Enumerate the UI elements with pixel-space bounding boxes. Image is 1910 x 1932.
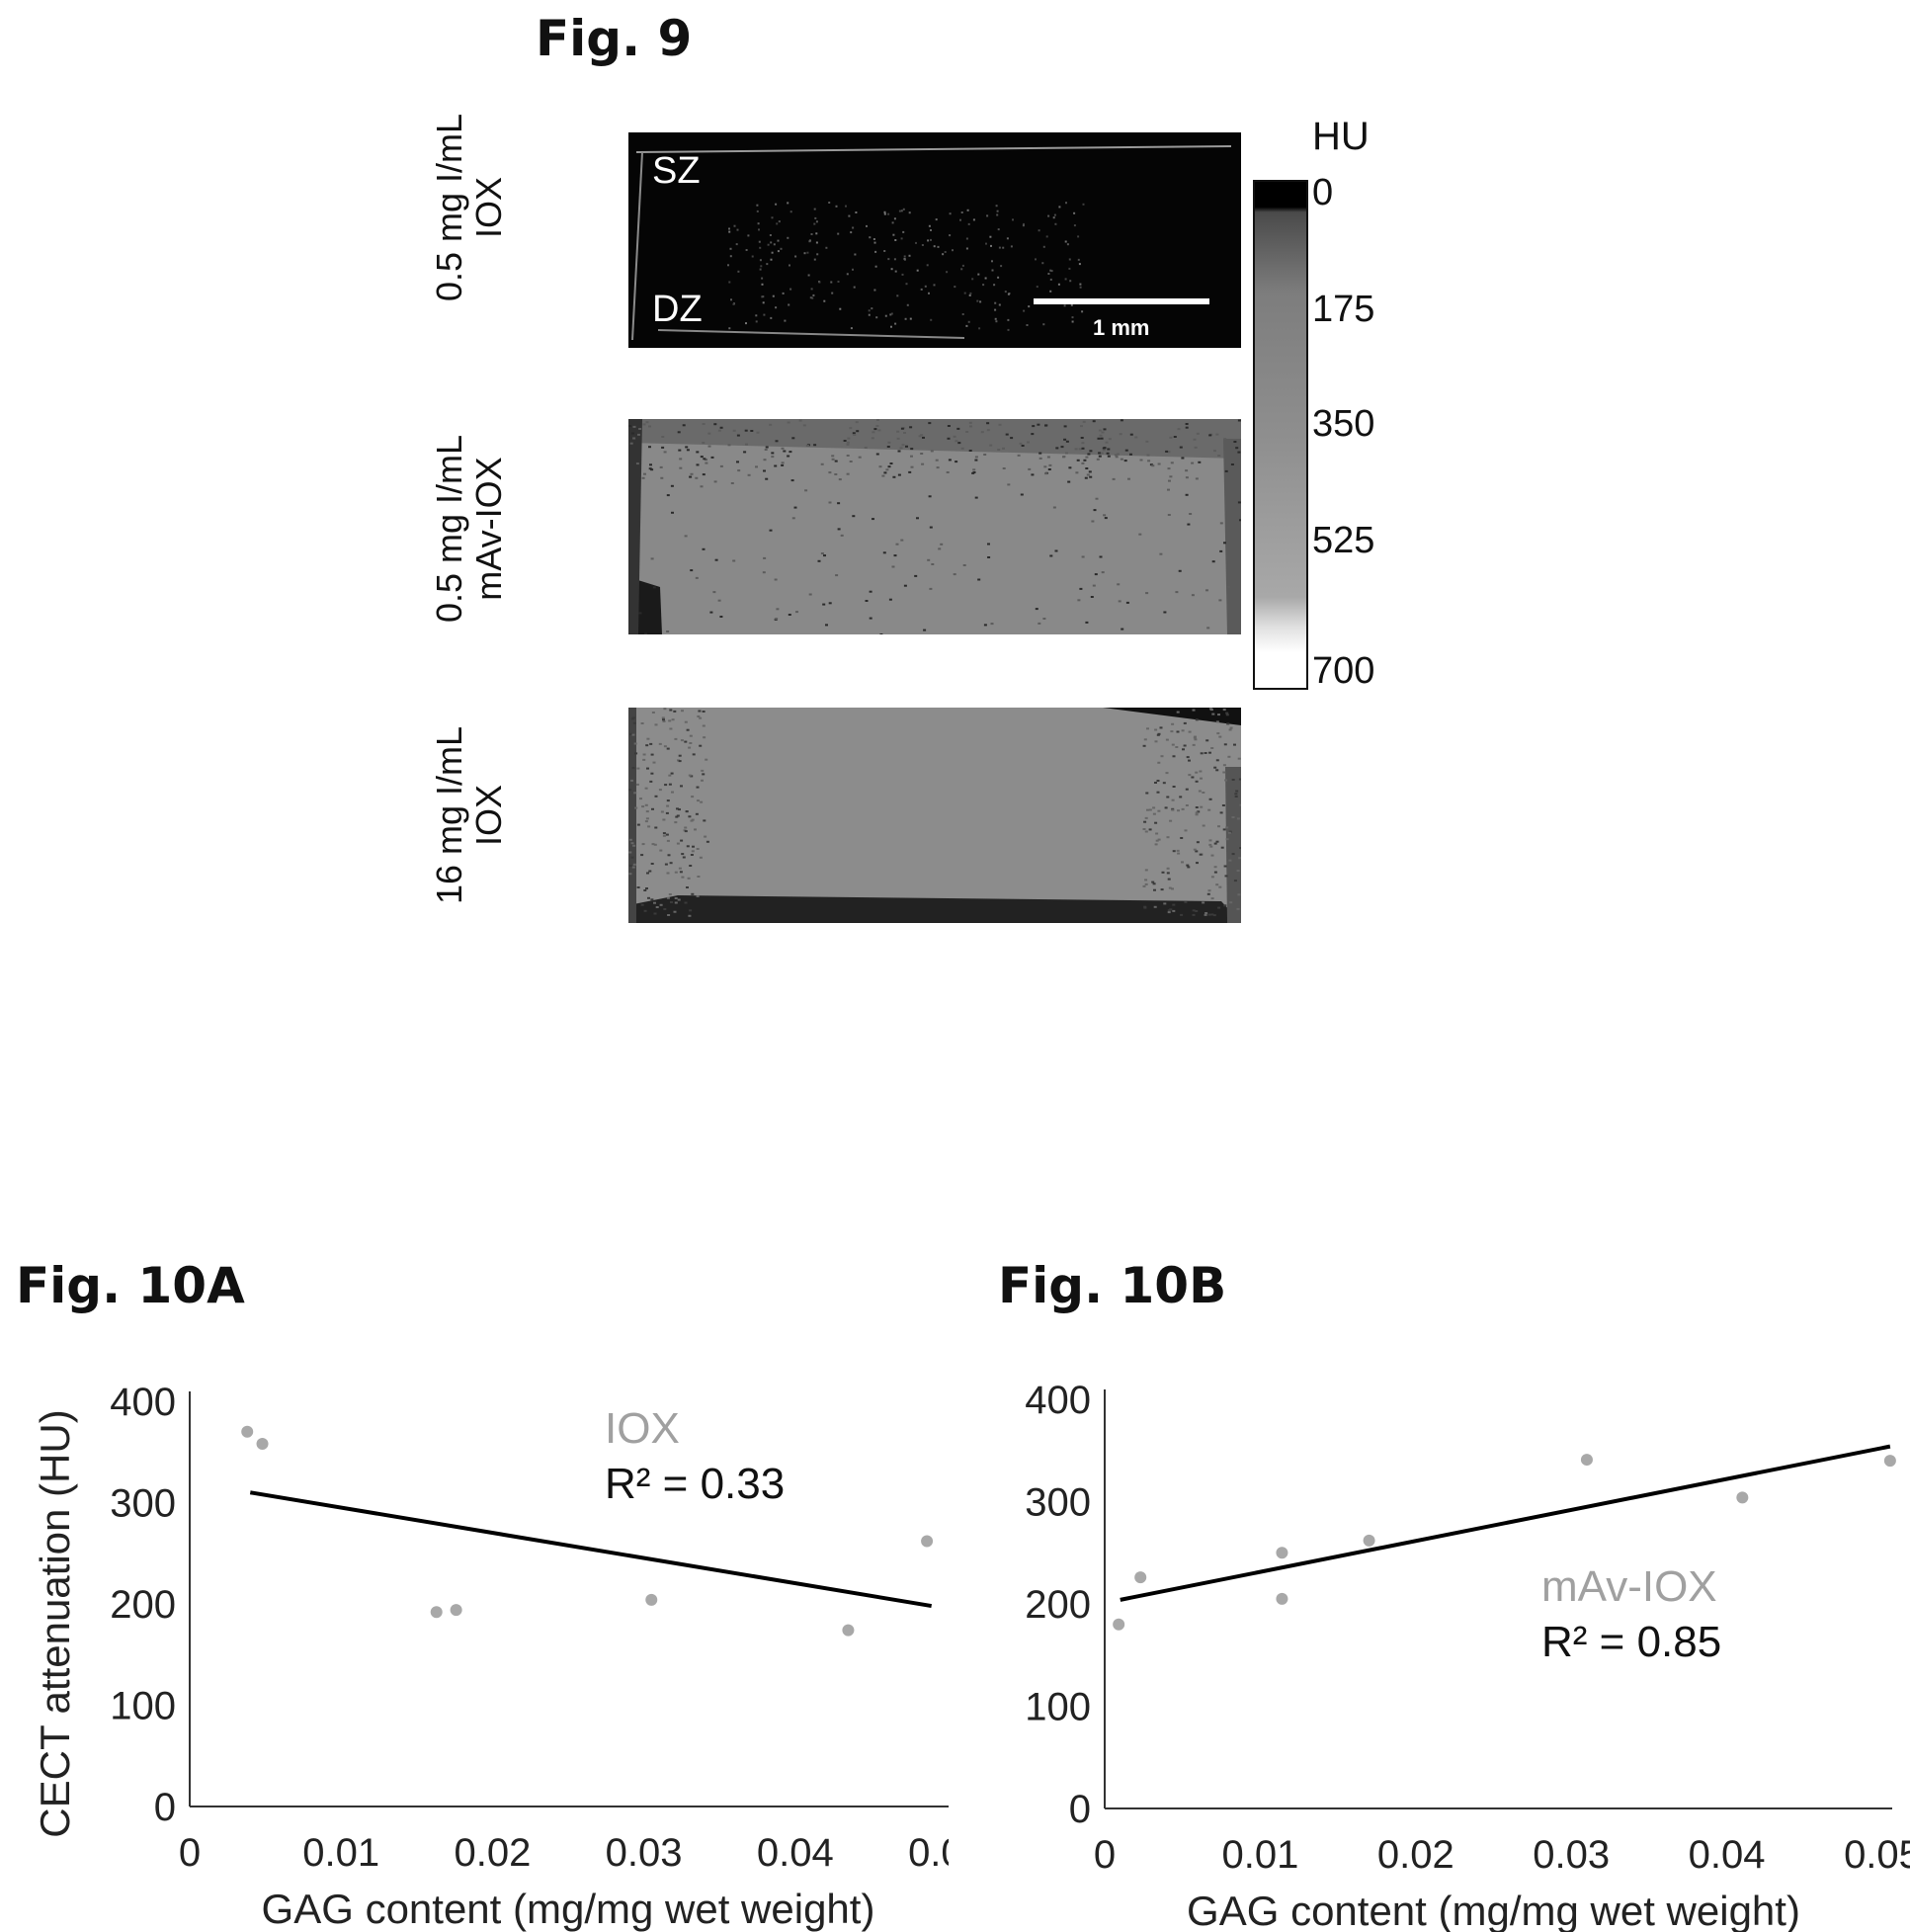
data-point: [1276, 1547, 1288, 1559]
data-point: [241, 1425, 254, 1438]
colorbar-tick-0: 0: [1312, 172, 1334, 213]
data-point: [256, 1438, 269, 1451]
y-tick-label: 0: [154, 1786, 176, 1829]
data-point: [842, 1624, 855, 1637]
data-point: [1134, 1571, 1147, 1584]
ct-panel-1: SZ DZ 1 mm: [628, 132, 1241, 348]
data-point: [921, 1535, 934, 1548]
panel2-label-line2: mAv-IOX: [468, 457, 509, 601]
y-tick-label: 200: [1025, 1583, 1091, 1627]
colorbar-unit: HU: [1312, 115, 1370, 158]
colorbar-tick-525: 525: [1312, 520, 1375, 561]
data-point: [450, 1604, 462, 1617]
x-tick-label: 0.04: [1689, 1833, 1766, 1877]
panel1-label-line2: IOX: [468, 177, 509, 239]
panel3-label: 16 mg I/mL IOX: [429, 707, 515, 924]
series-label: IOX: [605, 1404, 680, 1453]
x-tick-label: 0.03: [1533, 1833, 1610, 1877]
series-label: mAv-IOX: [1541, 1562, 1717, 1611]
data-point: [1883, 1455, 1896, 1468]
x-tick-label: 0: [1094, 1833, 1116, 1877]
panel3-label-line2: IOX: [468, 785, 509, 847]
scale-bar: [1034, 298, 1209, 304]
data-point: [1113, 1618, 1125, 1631]
panel2-label: 0.5 mg I/mL mAv-IOX: [429, 410, 515, 647]
ct-speckle-1: [727, 202, 1085, 331]
x-tick-label: 0.02: [1377, 1833, 1454, 1877]
y-tick-label: 300: [1025, 1481, 1091, 1525]
data-point: [1736, 1491, 1749, 1504]
scale-bar-label: 1 mm: [1093, 315, 1150, 340]
zone-sz-label: SZ: [652, 150, 701, 192]
y-tick-label: 400: [1025, 1379, 1091, 1422]
y-tick-label: 200: [110, 1583, 176, 1627]
trendline: [249, 1490, 933, 1609]
ct-panel-2: [628, 419, 1241, 634]
colorbar-tick-350: 350: [1312, 403, 1375, 445]
fig10a-title: Fig. 10A: [16, 1257, 245, 1314]
panel3-label-line1: 16 mg I/mL: [429, 725, 469, 905]
panel2-label-line1: 0.5 mg I/mL: [429, 434, 469, 624]
panel1-label-line1: 0.5 mg I/mL: [429, 113, 469, 301]
trendline: [1120, 1444, 1891, 1602]
x-tick-label: 0.04: [757, 1831, 834, 1875]
chart-fig10b: 0 100 200 300 400 0 0.01 0.02 0.03 0.04 0.05 GAG co…: [1025, 1379, 1910, 1932]
chart-fig10a: 0 100 200 300 400 0 0.01 0.02 0.03 0.04 0.05 GAG co…: [32, 1381, 949, 1932]
x-tick-label: 0.01: [1221, 1833, 1298, 1877]
axes: [189, 1391, 949, 1807]
panel1-label: 0.5 mg I/mL IOX: [429, 113, 515, 301]
x-axis-label: GAG content (mg/mg wet weight): [1187, 1888, 1800, 1932]
y-tick-label: 100: [1025, 1686, 1091, 1729]
x-tick-label: 0.05: [908, 1831, 949, 1875]
data-point: [1276, 1592, 1288, 1605]
colorbar-tick-175: 175: [1312, 289, 1375, 330]
ct-speckle-3: [628, 708, 1241, 917]
fig9-title: Fig. 9: [536, 10, 693, 67]
ct-panel-3: [628, 708, 1241, 923]
x-tick-label: 0.05: [1844, 1833, 1910, 1877]
fig10b-title: Fig. 10B: [998, 1257, 1227, 1314]
x-axis-label: GAG content (mg/mg wet weight): [262, 1886, 875, 1932]
colorbar: [1253, 180, 1308, 690]
x-tick-label: 0.03: [606, 1831, 683, 1875]
y-tick-label: 100: [110, 1685, 176, 1728]
x-tick-label: 0.01: [302, 1831, 379, 1875]
x-tick-label: 0: [179, 1831, 201, 1875]
data-point: [1363, 1534, 1375, 1547]
ct-speckle-2: [628, 419, 1241, 634]
y-tick-label: 300: [110, 1482, 176, 1526]
data-point: [430, 1606, 443, 1619]
y-tick-label: 0: [1069, 1788, 1091, 1831]
zone-dz-label: DZ: [652, 289, 703, 330]
y-axis-label: CECT attenuation (HU): [32, 1409, 78, 1837]
colorbar-tick-700: 700: [1312, 650, 1375, 692]
r-squared-label: R² = 0.33: [605, 1460, 785, 1508]
r-squared-label: R² = 0.85: [1541, 1618, 1721, 1666]
y-tick-label: 400: [110, 1381, 176, 1424]
x-tick-label: 0.02: [454, 1831, 531, 1875]
axes: [1104, 1389, 1892, 1809]
data-point: [1580, 1454, 1593, 1467]
data-point: [645, 1593, 658, 1606]
